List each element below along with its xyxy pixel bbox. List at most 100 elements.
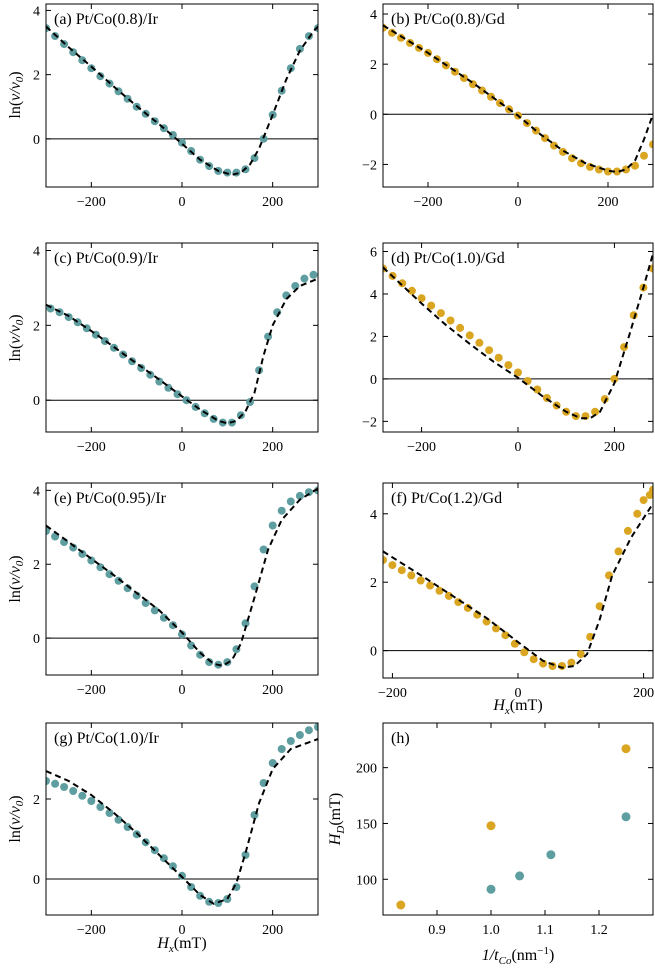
data-point xyxy=(69,787,78,795)
data-point xyxy=(640,151,648,160)
data-point xyxy=(78,549,87,558)
data-point xyxy=(407,571,416,580)
plot-area xyxy=(46,723,318,907)
plot-area xyxy=(396,744,631,910)
panel-title: (a) Pt/Co(0.8)/Ir xyxy=(54,11,159,28)
x-tick-label: 1.2 xyxy=(590,923,608,938)
data-point xyxy=(141,599,150,607)
y-tick-label: 4 xyxy=(33,4,40,19)
panel-title: (d) Pt/Co(1.0)/Gd xyxy=(391,250,505,267)
data-point xyxy=(388,561,397,570)
data-point xyxy=(600,395,609,404)
x-axis-label: Hx(mT) xyxy=(492,697,542,717)
fit-curve xyxy=(46,277,318,425)
y-tick-label: 4 xyxy=(33,484,40,499)
fit-curve xyxy=(46,738,318,905)
data-point xyxy=(196,891,205,900)
data-point xyxy=(295,44,304,53)
plot-frame xyxy=(45,722,319,916)
x-tick-label: 200 xyxy=(262,683,283,698)
data-point xyxy=(286,497,295,506)
x-tick-label: 1.1 xyxy=(536,923,554,938)
panel-title: (h) xyxy=(391,730,410,747)
y-tick-label: 6 xyxy=(370,245,377,260)
data-point xyxy=(633,509,642,518)
plot-area xyxy=(383,485,653,670)
y-tick-label: 2 xyxy=(33,69,40,84)
panel-c: −200 0 200 0 2 4 (c) Pt/Co(0.9)/Ir xyxy=(33,242,319,455)
panel-b: −200 0 200 −2 0 2 4 (b) Pt/Co(0.8)/Gd xyxy=(362,3,654,210)
plot-frame xyxy=(45,3,319,188)
data-point xyxy=(463,603,472,612)
x-tick-label: 200 xyxy=(262,923,283,938)
panel-f: −200 0 200 0 2 4 (f) Pt/Co(1.2)/Gd xyxy=(370,482,654,701)
fit-curve xyxy=(46,25,318,176)
x-tick-label: 0 xyxy=(179,440,186,455)
data-point xyxy=(529,655,538,664)
data-point xyxy=(78,56,87,65)
data-point xyxy=(295,731,304,739)
data-point xyxy=(610,374,619,383)
x-tick-label: 200 xyxy=(633,686,654,701)
data-point xyxy=(407,286,416,295)
data-point xyxy=(268,759,277,767)
data-point xyxy=(595,602,604,611)
x-tick-label: −200 xyxy=(407,440,436,455)
data-point xyxy=(397,566,406,575)
panel-title: (b) Pt/Co(0.8)/Gd xyxy=(391,11,505,28)
data-point xyxy=(559,147,567,156)
data-point xyxy=(277,506,286,515)
panel-title: (c) Pt/Co(0.9)/Ir xyxy=(54,250,159,267)
data-point xyxy=(485,346,494,355)
data-point xyxy=(546,850,556,860)
data-point xyxy=(427,301,436,310)
y-tick-label: 200 xyxy=(356,762,377,777)
data-point xyxy=(309,270,318,279)
data-point xyxy=(168,621,177,630)
data-point xyxy=(388,28,396,37)
data-point xyxy=(155,377,164,386)
data-point xyxy=(567,658,576,667)
y-tick-label: 150 xyxy=(356,817,377,832)
fit-curve xyxy=(383,502,653,669)
data-point xyxy=(533,385,542,394)
y-axis-label: ln(v/v0) xyxy=(7,314,26,361)
y-tick-label: 2 xyxy=(33,558,40,573)
data-point xyxy=(397,33,405,42)
panel-d: −200 0 200 −2 0 2 4 6 (d) Pt/Co(1.0)/Gd xyxy=(362,242,654,455)
data-point xyxy=(300,274,309,283)
y-tick-label: 2 xyxy=(370,576,377,591)
fit-curve xyxy=(383,253,653,420)
data-point xyxy=(46,777,50,785)
plot-frame xyxy=(382,3,654,188)
x-axis-label: Hx(mT) xyxy=(156,935,206,955)
data-point xyxy=(501,631,510,640)
plot-frame xyxy=(382,722,654,916)
data-point xyxy=(446,316,455,325)
panel-h: 0.9 1.0 1.1 1.2 100 150 200 (h) xyxy=(356,722,654,938)
x-tick-label: −200 xyxy=(77,683,106,698)
x-tick-label: −200 xyxy=(414,195,443,210)
x-axis-label: 1/tCo(nm−1) xyxy=(482,945,555,967)
y-tick-label: 4 xyxy=(33,244,40,259)
x-tick-label: −200 xyxy=(77,195,106,210)
data-point xyxy=(114,815,123,824)
data-point xyxy=(520,648,529,657)
data-point xyxy=(105,809,114,817)
x-tick-label: −200 xyxy=(378,686,407,701)
data-point xyxy=(475,338,484,347)
panel-a: −200 0 200 0 2 4 (a) Pt/Co(0.8)/Ir xyxy=(33,3,319,210)
data-point xyxy=(639,496,648,505)
data-point xyxy=(426,581,435,590)
data-point xyxy=(114,576,123,585)
y-tick-label: 2 xyxy=(370,58,377,73)
data-point xyxy=(492,624,500,633)
data-point xyxy=(576,650,585,659)
y-tick-label: 0 xyxy=(370,108,377,123)
data-point xyxy=(621,812,631,822)
y-tick-label: 0 xyxy=(370,645,377,660)
x-tick-label: 1.0 xyxy=(482,923,500,938)
x-tick-label: 0.9 xyxy=(428,923,446,938)
data-point xyxy=(259,545,268,554)
